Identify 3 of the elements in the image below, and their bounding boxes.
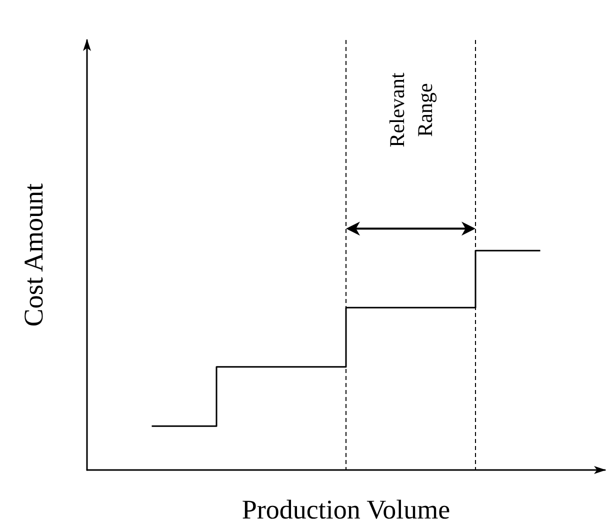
y-axis-title: Cost Amount: [18, 182, 48, 327]
x-axis-title: Production Volume: [242, 494, 450, 524]
text: Relevant Range: [384, 72, 437, 148]
